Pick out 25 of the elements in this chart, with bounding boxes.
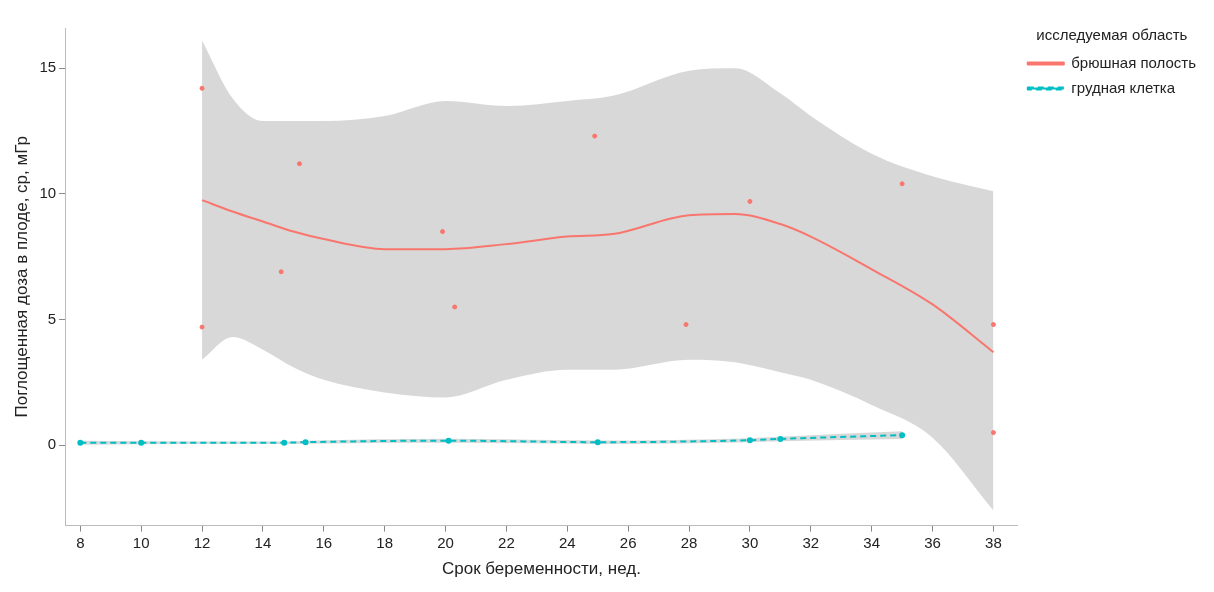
x-tick-label: 34: [863, 533, 881, 551]
legend-label: брюшная полость: [1071, 53, 1197, 71]
y-axis-title: Поглощенная доза в плоде, ср, мГр: [11, 136, 31, 418]
x-tick-label: 8: [76, 533, 85, 551]
y-tick-label: 5: [47, 309, 57, 327]
x-tick-label: 14: [254, 533, 272, 551]
y-tick-label: 15: [39, 58, 57, 76]
y-tick-label: 10: [39, 184, 57, 202]
legend-label: грудная клетка: [1071, 78, 1176, 96]
x-tick-label: 18: [376, 533, 394, 551]
legend-title: исследуемая область: [1036, 25, 1188, 43]
x-tick-label: 26: [619, 533, 637, 551]
x-tick-label: 10: [132, 533, 150, 551]
x-tick-label: 30: [741, 533, 759, 551]
x-tick-label: 22: [498, 533, 515, 551]
x-axis-title: Срок беременности, нед.: [441, 559, 641, 579]
x-tick-label: 36: [924, 533, 941, 551]
x-tick-label: 24: [558, 533, 576, 551]
x-tick-label: 32: [802, 533, 820, 551]
x-tick-label: 12: [193, 533, 211, 551]
x-tick-label: 16: [315, 533, 333, 551]
x-tick-label: 38: [985, 533, 1002, 551]
x-tick-label: 28: [680, 533, 698, 551]
x-tick-label: 20: [437, 533, 454, 551]
y-tick-label: 0: [47, 435, 57, 453]
